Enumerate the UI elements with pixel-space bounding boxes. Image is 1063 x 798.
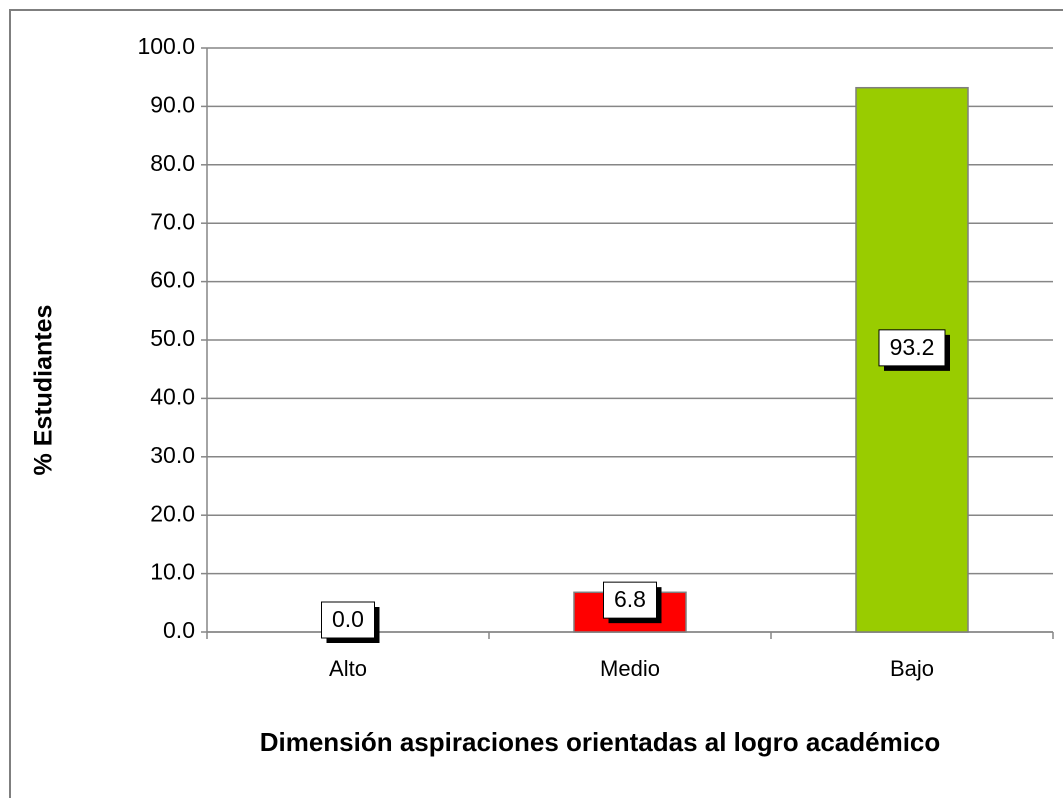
y-tick-label: 60.0 — [150, 267, 195, 293]
x-tick-label: Bajo — [890, 656, 934, 681]
value-label: 0.0 — [332, 606, 364, 632]
value-label: 93.2 — [890, 334, 935, 360]
y-tick-label: 40.0 — [150, 383, 195, 409]
value-label-box — [603, 581, 657, 619]
y-tick-label: 30.0 — [150, 442, 195, 468]
x-axis-title: Dimensión aspiraciones orientadas al log… — [259, 727, 941, 757]
y-tick-label: 100.0 — [137, 33, 195, 59]
x-tick-label: Medio — [600, 656, 660, 681]
y-tick-label: 10.0 — [150, 559, 195, 585]
y-tick-label: 80.0 — [150, 150, 195, 176]
y-tick-label: 0.0 — [163, 617, 195, 643]
y-tick-label: 70.0 — [150, 208, 195, 234]
y-tick-label: 90.0 — [150, 91, 195, 117]
value-label-box — [878, 329, 946, 367]
y-tick-label: 20.0 — [150, 500, 195, 526]
x-tick-label: Alto — [329, 656, 367, 681]
value-label: 6.8 — [614, 586, 646, 612]
y-tick-label: 50.0 — [150, 325, 195, 351]
y-axis-title: % Estudiantes — [30, 305, 58, 476]
value-label-box — [321, 601, 375, 639]
chart-border — [9, 9, 1063, 798]
